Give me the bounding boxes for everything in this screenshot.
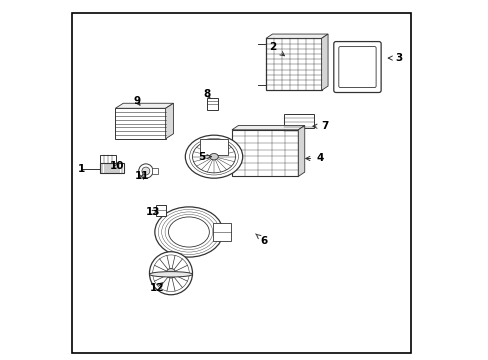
FancyBboxPatch shape (338, 46, 375, 87)
Text: 13: 13 (145, 207, 160, 217)
Bar (152, 168, 158, 174)
Bar (199, 139, 228, 154)
Polygon shape (115, 103, 173, 108)
Polygon shape (231, 126, 304, 130)
Bar (231, 130, 298, 176)
Bar (265, 39, 321, 90)
Ellipse shape (149, 272, 192, 277)
Ellipse shape (192, 140, 235, 173)
FancyBboxPatch shape (333, 41, 380, 93)
Text: 7: 7 (312, 121, 328, 131)
Text: 1: 1 (78, 164, 85, 174)
Bar (100, 155, 116, 163)
Text: 2: 2 (269, 42, 284, 56)
Text: 5: 5 (198, 152, 211, 162)
Circle shape (139, 164, 153, 178)
Text: 6: 6 (255, 234, 267, 246)
Circle shape (142, 167, 149, 175)
Bar (206, 98, 217, 110)
Text: 12: 12 (149, 283, 163, 293)
Text: 4: 4 (305, 153, 323, 163)
Ellipse shape (155, 207, 223, 257)
Polygon shape (165, 103, 173, 139)
Circle shape (166, 269, 175, 278)
Polygon shape (265, 34, 327, 39)
Text: 8: 8 (203, 89, 210, 99)
Text: 10: 10 (110, 161, 124, 171)
Circle shape (149, 252, 192, 295)
Ellipse shape (168, 217, 209, 247)
Bar (115, 108, 165, 139)
Text: 3: 3 (387, 53, 402, 63)
Polygon shape (298, 126, 304, 176)
Bar (100, 163, 123, 173)
Polygon shape (321, 34, 327, 90)
Text: 9: 9 (133, 96, 140, 106)
Bar (155, 205, 166, 216)
Ellipse shape (209, 153, 218, 160)
Polygon shape (284, 114, 314, 135)
Ellipse shape (185, 135, 242, 178)
Text: 11: 11 (135, 171, 149, 181)
Bar (213, 223, 230, 241)
